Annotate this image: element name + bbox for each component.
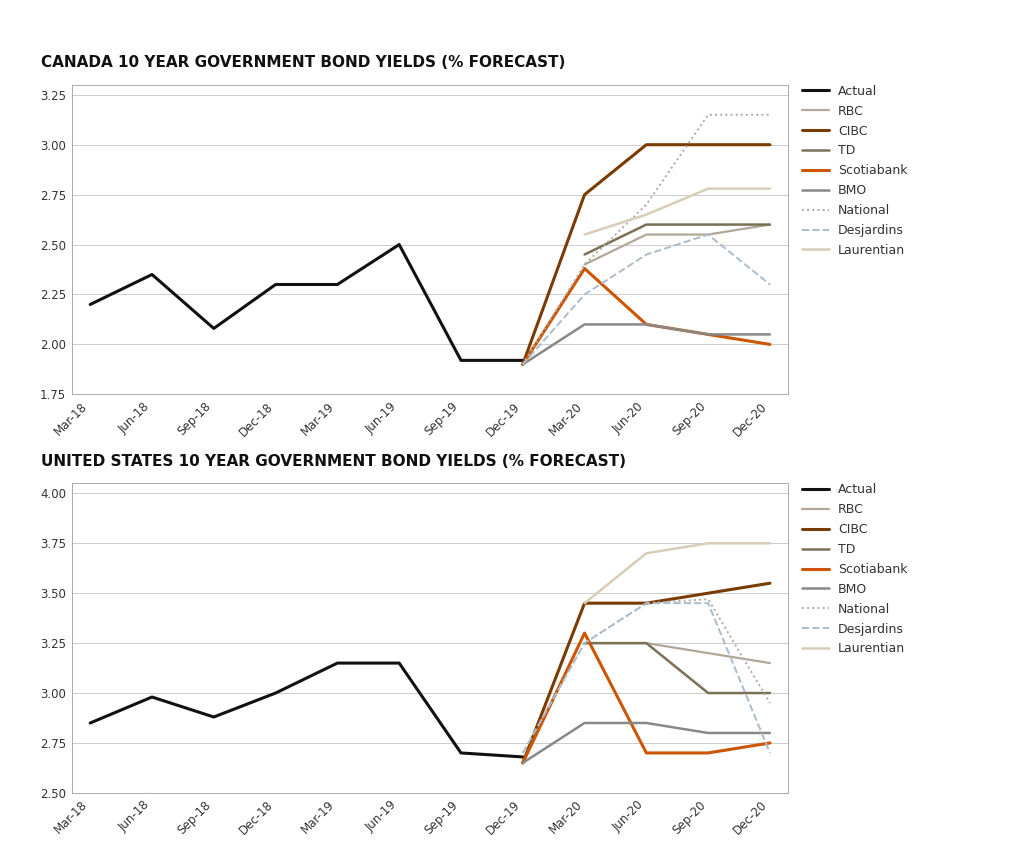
Legend: Actual, RBC, CIBC, TD, Scotiabank, BMO, National, Desjardins, Laurentian: Actual, RBC, CIBC, TD, Scotiabank, BMO, …: [802, 483, 907, 656]
Text: CANADA 10 YEAR GOVERNMENT BOND YIELDS (% FORECAST): CANADA 10 YEAR GOVERNMENT BOND YIELDS (%…: [41, 55, 565, 70]
Text: UNITED STATES 10 YEAR GOVERNMENT BOND YIELDS (% FORECAST): UNITED STATES 10 YEAR GOVERNMENT BOND YI…: [41, 454, 626, 469]
Legend: Actual, RBC, CIBC, TD, Scotiabank, BMO, National, Desjardins, Laurentian: Actual, RBC, CIBC, TD, Scotiabank, BMO, …: [802, 85, 907, 257]
